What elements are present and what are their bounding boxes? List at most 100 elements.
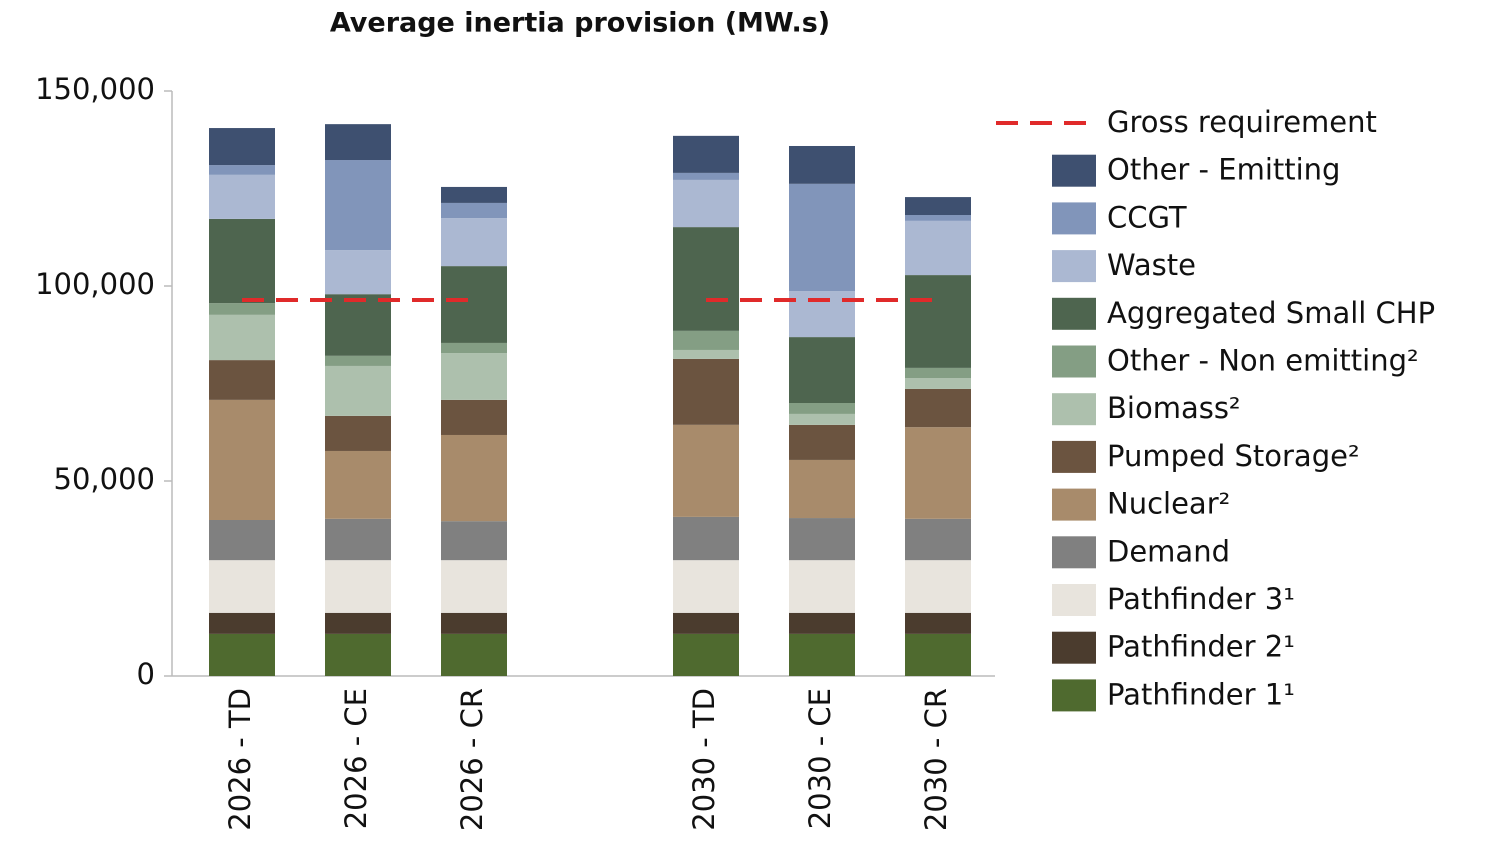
bar-segment	[441, 353, 507, 400]
bar-segment	[441, 434, 507, 522]
bar-segment	[209, 128, 275, 166]
legend-swatch	[1052, 536, 1096, 569]
bar-segment	[325, 560, 391, 613]
legend-label: Other - Non emitting²	[1107, 344, 1419, 378]
legend-swatch	[1052, 440, 1096, 473]
bar-segment	[905, 560, 971, 613]
bar-segment	[789, 560, 855, 613]
bar-segment	[905, 388, 971, 428]
bar-segment	[441, 202, 507, 219]
bar-segment	[905, 197, 971, 216]
x-tick-label: 2026 - CR	[455, 688, 489, 831]
legend-swatch	[1052, 488, 1096, 521]
x-tick-label: 2026 - CE	[339, 688, 373, 829]
legend-label: Biomass²	[1107, 391, 1241, 425]
bar-segment	[673, 612, 739, 634]
bar-segment	[441, 266, 507, 343]
y-tick-label: 50,000	[54, 462, 155, 496]
legend-label: Waste	[1107, 248, 1196, 282]
bar-segment	[905, 427, 971, 519]
bar-segment	[905, 220, 971, 276]
bar-segment	[789, 459, 855, 519]
bar-segment	[325, 250, 391, 295]
bar-segment	[789, 518, 855, 561]
legend-label: CCGT	[1107, 200, 1187, 234]
bar-segment	[441, 342, 507, 354]
bar-segment	[209, 633, 275, 676]
bar-segment	[325, 518, 391, 561]
x-tick-label: 2030 - CR	[919, 688, 953, 831]
legend-label: Nuclear²	[1107, 487, 1230, 521]
bar-segment	[673, 179, 739, 228]
legend-label: Pathfinder 3¹	[1107, 582, 1295, 616]
bar-segment	[789, 145, 855, 184]
legend-swatch	[1052, 202, 1096, 235]
chart-title: Average inertia provision (MW.s)	[330, 8, 830, 39]
bar-segment	[209, 218, 275, 304]
bar-segment	[209, 520, 275, 561]
bar-segment	[673, 560, 739, 613]
bar-segment	[673, 516, 739, 561]
bar-segment	[325, 612, 391, 634]
bar-segment	[673, 358, 739, 425]
bar-segment	[325, 450, 391, 519]
bar-segment	[209, 560, 275, 613]
legend-swatch	[1052, 345, 1096, 378]
bar-segment	[789, 337, 855, 403]
bar-segment	[789, 633, 855, 676]
bar-segment	[905, 275, 971, 368]
bar-segment	[441, 521, 507, 561]
bar-segment	[905, 367, 971, 379]
legend-swatch	[1052, 631, 1096, 664]
x-tick-label: 2026 - TD	[223, 688, 257, 831]
legend-label: Aggregated Small CHP	[1107, 296, 1435, 330]
legend-swatch	[1052, 393, 1096, 426]
y-tick-label: 150,000	[35, 72, 155, 106]
legend-swatch	[1052, 250, 1096, 283]
legend-label: Pumped Storage²	[1107, 439, 1360, 473]
bar-segment	[673, 424, 739, 517]
bar-segment	[209, 360, 275, 400]
bar-segment	[209, 303, 275, 315]
bar-segment	[441, 633, 507, 676]
bar-segment	[441, 218, 507, 267]
bar-segment	[905, 612, 971, 634]
bar-segment	[789, 612, 855, 634]
bar-segment	[673, 172, 739, 180]
bar-segment	[325, 365, 391, 416]
bar-segment	[673, 135, 739, 173]
legend-label: Gross requirement	[1107, 105, 1377, 139]
bar-segment	[789, 291, 855, 338]
y-tick-label: 0	[137, 657, 155, 691]
legend-swatch	[1052, 297, 1096, 330]
bar-segment	[673, 633, 739, 676]
y-tick-label: 100,000	[35, 267, 155, 301]
bar-segment	[905, 378, 971, 389]
bar-segment	[325, 415, 391, 451]
bar-segment	[905, 518, 971, 561]
bar-segment	[905, 215, 971, 221]
legend-swatch	[1052, 154, 1096, 187]
legend-label: Pathfinder 2¹	[1107, 630, 1295, 664]
bar-segment	[673, 227, 739, 331]
legend-swatch	[1052, 679, 1096, 712]
bar-segment	[209, 612, 275, 634]
bar-segment	[905, 633, 971, 676]
legend-label: Other - Emitting	[1107, 153, 1340, 187]
bar-segment	[325, 355, 391, 366]
legend-label: Demand	[1107, 534, 1230, 568]
bar-segment	[209, 399, 275, 520]
bar-segment	[789, 183, 855, 292]
legend-label: Pathfinder 1¹	[1107, 677, 1295, 711]
bar-segment	[673, 330, 739, 350]
bar-segment	[441, 612, 507, 634]
bar-segment	[325, 160, 391, 251]
bar-segment	[325, 294, 391, 356]
bar-segment	[673, 349, 739, 359]
bar-segment	[209, 174, 275, 219]
bar-segment	[325, 633, 391, 676]
bar-segment	[789, 413, 855, 425]
bar-segment	[209, 314, 275, 361]
bar-segment	[441, 186, 507, 203]
